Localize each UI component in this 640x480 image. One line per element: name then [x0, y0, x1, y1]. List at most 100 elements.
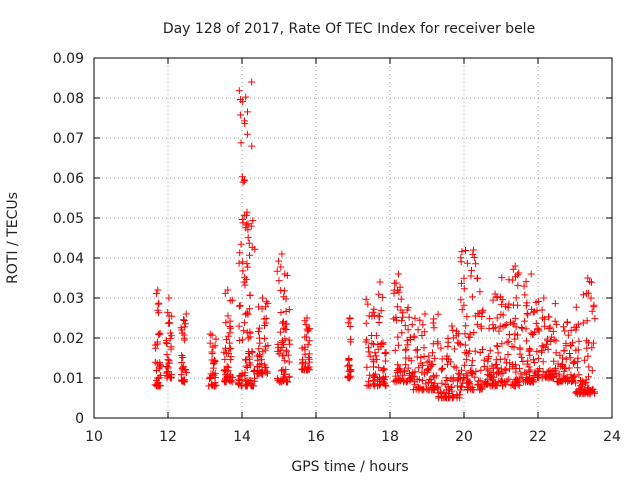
data-point: [511, 262, 519, 270]
data-point: [365, 312, 373, 320]
data-point: [246, 305, 254, 313]
data-point: [236, 96, 244, 103]
data-point: [499, 311, 507, 319]
data-point: [476, 288, 484, 296]
data-point: [259, 348, 267, 356]
data-point: [560, 347, 568, 355]
data-point: [248, 142, 256, 150]
data-point: [566, 350, 573, 357]
data-point: [509, 363, 517, 371]
data-point: [165, 294, 173, 302]
data-point: [423, 385, 431, 393]
data-point: [591, 315, 599, 323]
data-point: [406, 336, 414, 343]
data-point: [375, 319, 383, 326]
data-point: [244, 334, 252, 342]
data-point: [211, 342, 219, 350]
data-point: [411, 368, 419, 376]
data-point: [523, 360, 531, 368]
data-point: [244, 108, 251, 116]
data-point: [443, 377, 451, 384]
data-point: [403, 378, 411, 386]
data-point: [438, 355, 446, 363]
data-point: [491, 290, 499, 298]
data-point: [236, 301, 244, 309]
data-point: [566, 354, 574, 362]
data-point: [499, 369, 507, 377]
data-point: [156, 329, 164, 337]
data-point: [424, 386, 432, 394]
data-point: [163, 374, 171, 382]
data-point: [382, 357, 390, 365]
data-point: [246, 361, 254, 369]
data-point: [244, 350, 252, 357]
data-point: [162, 336, 170, 344]
data-point: [346, 374, 354, 382]
data-point: [441, 381, 449, 388]
data-point: [437, 366, 445, 374]
data-point: [411, 381, 419, 389]
data-point: [562, 355, 570, 363]
data-point: [463, 259, 471, 267]
data-point: [346, 314, 354, 322]
data-point: [493, 314, 501, 322]
data-point: [345, 355, 353, 362]
data-point: [491, 382, 499, 390]
data-point: [584, 274, 592, 282]
data-point: [468, 386, 476, 394]
data-point: [564, 331, 572, 339]
data-point: [285, 306, 293, 314]
x-tick-label: 22: [529, 429, 547, 445]
data-point: [235, 322, 243, 330]
data-point: [364, 300, 372, 308]
data-point: [505, 276, 513, 284]
data-point: [277, 286, 285, 294]
data-point: [510, 301, 517, 309]
data-point: [560, 367, 568, 375]
data-point: [446, 385, 453, 393]
data-point: [363, 336, 371, 344]
data-point: [439, 364, 446, 372]
data-point: [469, 369, 477, 377]
data-point: [382, 373, 389, 381]
data-point: [255, 328, 262, 336]
data-point: [240, 211, 248, 219]
data-point: [239, 258, 247, 266]
data-point: [372, 352, 380, 360]
data-point: [278, 250, 286, 258]
data-point: [554, 360, 562, 368]
data-point: [224, 312, 232, 320]
data-point: [181, 320, 189, 328]
data-point: [152, 290, 160, 298]
data-point: [538, 342, 546, 350]
data-point: [284, 378, 292, 386]
data-point: [505, 331, 513, 338]
data-point: [362, 319, 370, 327]
data-point: [178, 326, 186, 334]
data-point: [242, 224, 250, 232]
data-point: [461, 349, 469, 357]
data-point: [374, 345, 382, 353]
data-point: [523, 310, 531, 317]
data-point: [504, 351, 512, 358]
data-point: [226, 323, 234, 330]
data-point: [560, 323, 567, 331]
data-point: [509, 265, 517, 273]
data-point: [465, 347, 473, 355]
data-point: [423, 365, 431, 373]
data-point: [255, 345, 263, 353]
data-point: [526, 345, 534, 353]
data-point: [421, 328, 429, 336]
data-point: [429, 349, 436, 357]
y-tick-label: 0.01: [53, 371, 84, 387]
data-point: [527, 270, 535, 278]
data-point: [586, 278, 594, 286]
data-point: [371, 370, 379, 378]
data-point: [539, 314, 546, 322]
data-point: [239, 219, 247, 227]
data-point: [261, 322, 268, 329]
data-point: [585, 339, 592, 347]
data-point: [530, 359, 538, 366]
data-point: [181, 378, 188, 386]
data-point: [398, 329, 406, 337]
